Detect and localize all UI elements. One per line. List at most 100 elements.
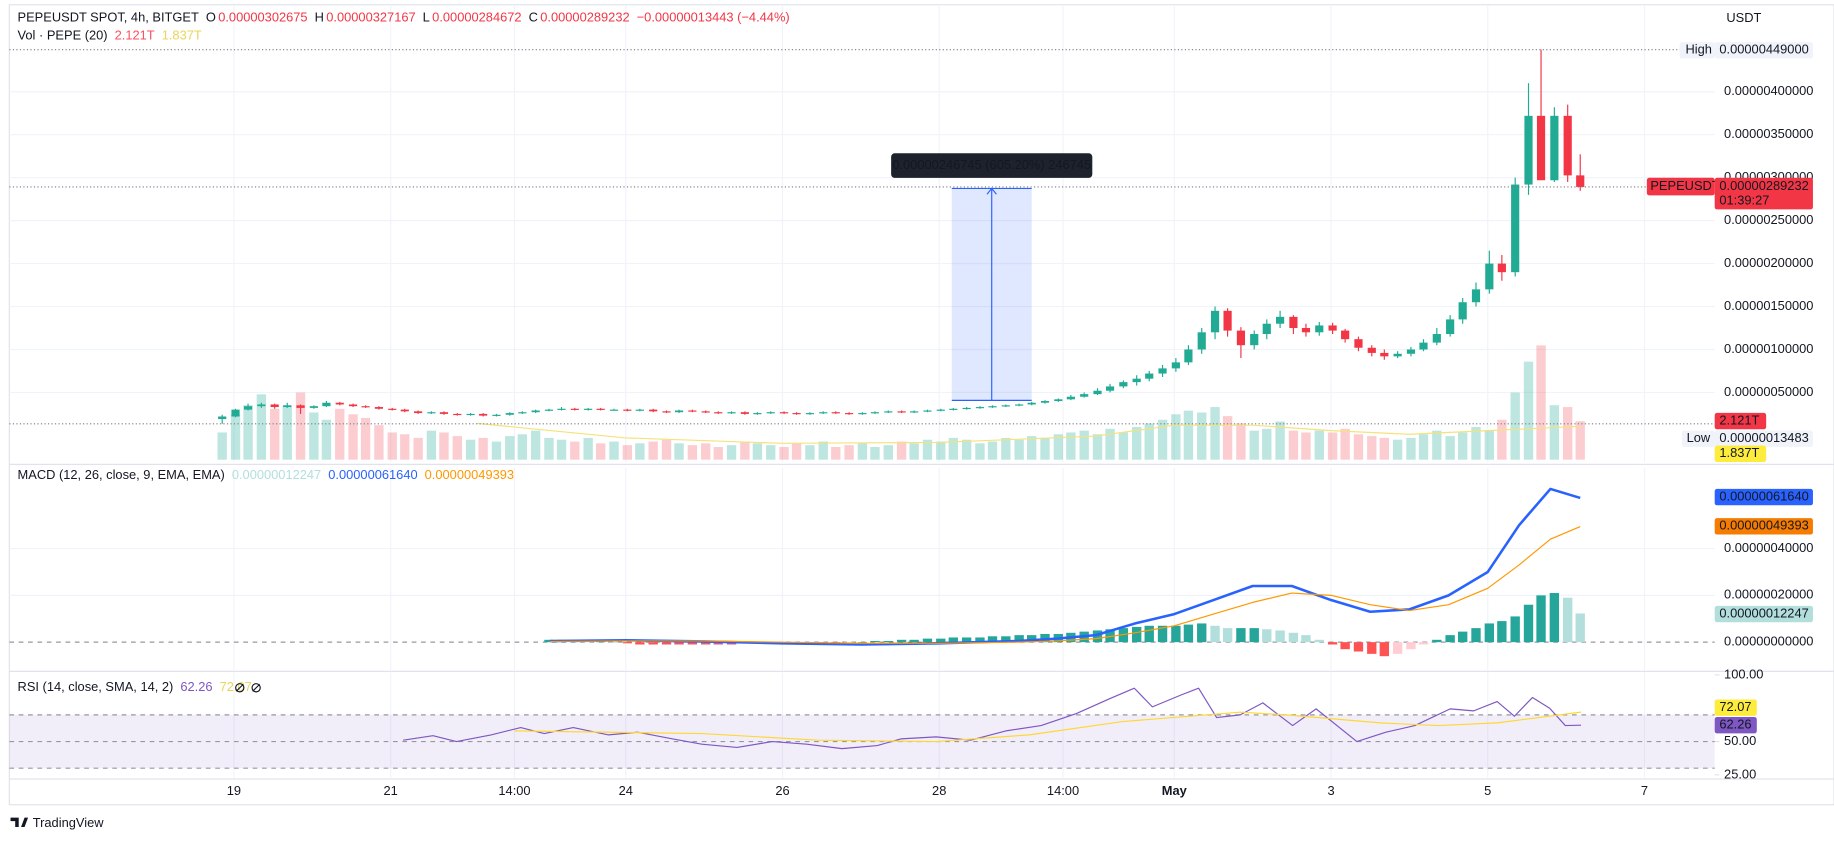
macd-line [549,487,1581,646]
volume-bar [1092,434,1103,460]
volume-bar [975,443,985,460]
candle-body [335,402,344,405]
candle-body [570,408,579,410]
candle-body [1550,115,1559,181]
legend-value: 62.26 [180,679,212,694]
volume-bar [870,446,880,460]
volume-bar [1523,361,1534,460]
macd-histogram-bar [1575,613,1585,643]
last-price-bg [1714,177,1813,210]
volume-bar [909,443,919,460]
macd-histogram-bar [648,642,658,645]
y-tick-label: 100.00 [1724,666,1763,681]
brand-logo: TradingView [10,815,104,830]
low-badge-bg [1714,430,1813,447]
macd-histogram-bar [909,639,919,643]
candle-body [1015,404,1024,406]
volume-bar [217,432,227,460]
volume-bar [1105,428,1115,460]
volume-bar [1406,437,1416,460]
y-tick-label: 0.00000020000 [1724,587,1813,602]
candle-body [466,413,475,416]
candle-body [1393,353,1402,357]
candle-body [257,404,266,407]
volume-bar [857,443,868,460]
macd-histogram-bar [1484,623,1495,643]
candle-body [1419,342,1428,350]
macd-histogram-bar [1014,635,1024,643]
candle-body [1563,115,1572,176]
symbol-tag-bg [1646,177,1715,196]
candle-body [1432,334,1441,343]
candle-body [309,406,318,408]
candle-body [492,414,501,416]
macd-histogram-bar [1314,639,1324,643]
volume-bar [544,437,554,460]
candle-body [1406,349,1416,354]
macd-histogram-bar [1210,625,1220,643]
candle-body [831,412,840,414]
macd-histogram-bar [1183,624,1194,643]
candle-body [609,409,619,411]
candle-body [975,407,985,409]
candle-body [388,408,397,410]
candle-body [400,409,409,412]
icon[interactable] [251,683,261,693]
volume-bar [1027,436,1037,460]
candle-body [740,412,749,414]
candle-body [414,411,423,414]
icon[interactable] [235,683,244,692]
rsi-line [403,687,1582,750]
volume-bar [622,445,633,460]
macd-histogram-bar [1406,642,1416,650]
candle-body [1276,316,1285,324]
macd-histogram-bar [544,639,554,643]
candle-body [1171,362,1180,369]
volume-bar [922,439,933,460]
volume-bar [295,392,306,460]
volume-bar [374,425,384,460]
candle-body [1184,349,1193,363]
candle-body [505,413,514,415]
candle-body [1471,289,1481,303]
macd-histogram-bar [1458,631,1468,643]
volume-bar [674,443,684,460]
volume-bar [1066,432,1076,460]
candle-body [1093,390,1102,395]
volume-bar [530,430,541,460]
candle-body [374,407,384,409]
macd-histogram-bar [713,642,723,645]
candle-body [753,413,762,415]
low-badge: 0.00000013483 [1719,430,1808,445]
volume-bar [766,445,776,460]
legend-label: H [315,10,324,25]
legend-value: 1.837T [162,28,202,43]
x-tick-label: 28 [932,783,946,798]
candle-body [936,409,945,411]
volume-bar [360,417,371,460]
y-tick-label: 0.00000200000 [1724,255,1813,270]
macd-histogram-bar [1197,623,1207,643]
legend-value: 2.121T [115,28,155,43]
macd-histogram-bar [1536,595,1546,643]
macd-histogram-bar [961,637,972,643]
countdown: 01:39:27 [1719,193,1769,208]
icon[interactable] [235,683,245,693]
y-tick-label: 0.00000250000 [1724,212,1813,227]
macd-histogram-bar [1445,635,1455,643]
legend-value: 0.00000012247 [232,467,321,482]
volume-bar [701,443,711,460]
volume-bar [961,439,972,460]
macd-histogram-bar [1132,626,1142,643]
candle-body [688,410,697,412]
visibility-icons[interactable] [235,683,261,693]
volume-bar [309,412,319,460]
candle-body [727,412,736,414]
macd-histogram-bar [1105,629,1115,643]
icon[interactable] [252,683,261,692]
candle-body [1301,328,1311,333]
macd-histogram-bar [661,642,672,645]
candle-body [819,412,828,414]
volume-bar [1171,414,1181,460]
